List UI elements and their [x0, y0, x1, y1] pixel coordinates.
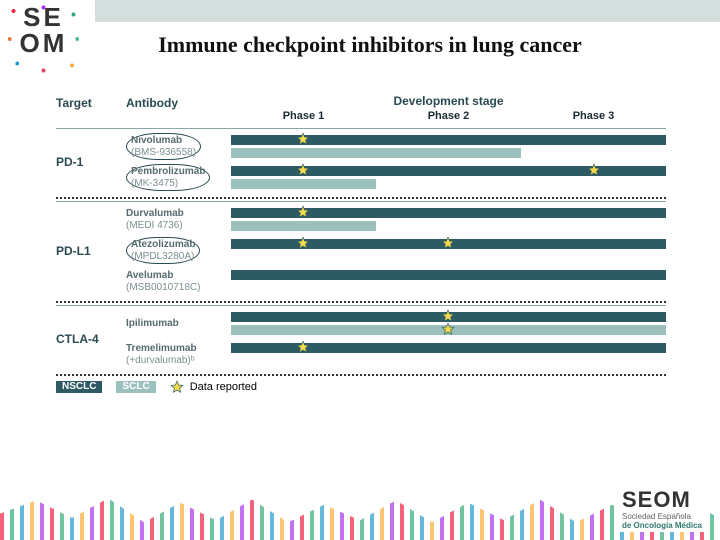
target-label: PD-L1	[56, 204, 126, 297]
data-reported-star-icon	[296, 132, 310, 146]
phase-3-label: Phase 3	[521, 110, 666, 122]
nsclc-bar	[231, 270, 666, 280]
hdr-target: Target	[56, 96, 126, 122]
phase-bars	[231, 268, 666, 296]
antibody-row: Pembrolizumab(MK-3475)	[126, 162, 666, 193]
antibody-row: Tremelimumab(+durvalumab)ᵇ	[126, 339, 666, 370]
data-reported-star-icon	[296, 163, 310, 177]
target-label: PD-1	[56, 131, 126, 193]
hdr-devstage: Development stage	[231, 94, 666, 108]
legend: NSCLC SCLC Data reported	[56, 380, 666, 394]
chart-header: Target Antibody Development stage Phase …	[56, 96, 666, 122]
group-separator	[56, 374, 666, 376]
footer-crowd-art	[0, 496, 720, 540]
target-group: PD-L1Durvalumab(MEDI 4736) Atezolizumab(M…	[56, 201, 666, 299]
legend-sclc: SCLC	[116, 381, 155, 393]
page-title: Immune checkpoint inhibitors in lung can…	[0, 32, 720, 58]
data-reported-star-icon	[441, 322, 455, 336]
antibody-name: Pembrolizumab(MK-3475)	[126, 164, 231, 191]
data-reported-star-icon	[441, 309, 455, 323]
target-group: PD-1Nivolumab(BMS-936558) Pembrolizumab(M…	[56, 128, 666, 195]
data-reported-star-icon	[441, 236, 455, 250]
data-reported-star-icon	[296, 340, 310, 354]
phase-bars	[231, 164, 666, 192]
antibody-name: Nivolumab(BMS-936558)	[126, 133, 231, 160]
legend-reported: Data reported	[170, 380, 257, 394]
data-reported-star-icon	[296, 205, 310, 219]
group-separator	[56, 197, 666, 199]
seom-logo-left: SEOM	[6, 4, 81, 74]
sclc-bar	[231, 221, 376, 231]
group-separator	[56, 301, 666, 303]
antibody-row: Ipilimumab	[126, 308, 666, 339]
antibody-name: Durvalumab(MEDI 4736)	[126, 208, 231, 231]
data-reported-star-icon	[296, 236, 310, 250]
phase-labels: Phase 1 Phase 2 Phase 3	[231, 110, 666, 122]
phase-bars	[231, 133, 666, 161]
sclc-bar	[231, 148, 521, 158]
phase-1-label: Phase 1	[231, 110, 376, 122]
phase-bars	[231, 237, 666, 265]
pipeline-chart: Target Antibody Development stage Phase …	[56, 96, 666, 394]
antibody-row: Atezolizumab(MPDL3280A)	[126, 235, 666, 266]
phase-bars	[231, 206, 666, 234]
antibody-row: Durvalumab(MEDI 4736)	[126, 204, 666, 235]
antibody-row: Avelumab(MSB0010718C)	[126, 266, 666, 297]
hdr-antibody: Antibody	[126, 96, 231, 122]
target-label: CTLA-4	[56, 308, 126, 370]
phase-bars	[231, 310, 666, 338]
seom-logo-right: SEOM Sociedad Española de Oncología Médi…	[618, 485, 706, 532]
data-reported-star-icon	[587, 163, 601, 177]
phase-bars	[231, 341, 666, 369]
target-group: CTLA-4Ipilimumab Tremelimumab(+durvalumab…	[56, 305, 666, 372]
header-band	[95, 0, 720, 22]
legend-nsclc: NSCLC	[56, 381, 102, 393]
sclc-bar	[231, 179, 376, 189]
phase-2-label: Phase 2	[376, 110, 521, 122]
antibody-name: Ipilimumab	[126, 318, 231, 330]
antibody-name: Avelumab(MSB0010718C)	[126, 270, 231, 293]
antibody-name: Atezolizumab(MPDL3280A)	[126, 237, 231, 264]
antibody-name: Tremelimumab(+durvalumab)ᵇ	[126, 343, 231, 366]
chart-body: PD-1Nivolumab(BMS-936558) Pembrolizumab(M…	[56, 128, 666, 376]
antibody-row: Nivolumab(BMS-936558)	[126, 131, 666, 162]
